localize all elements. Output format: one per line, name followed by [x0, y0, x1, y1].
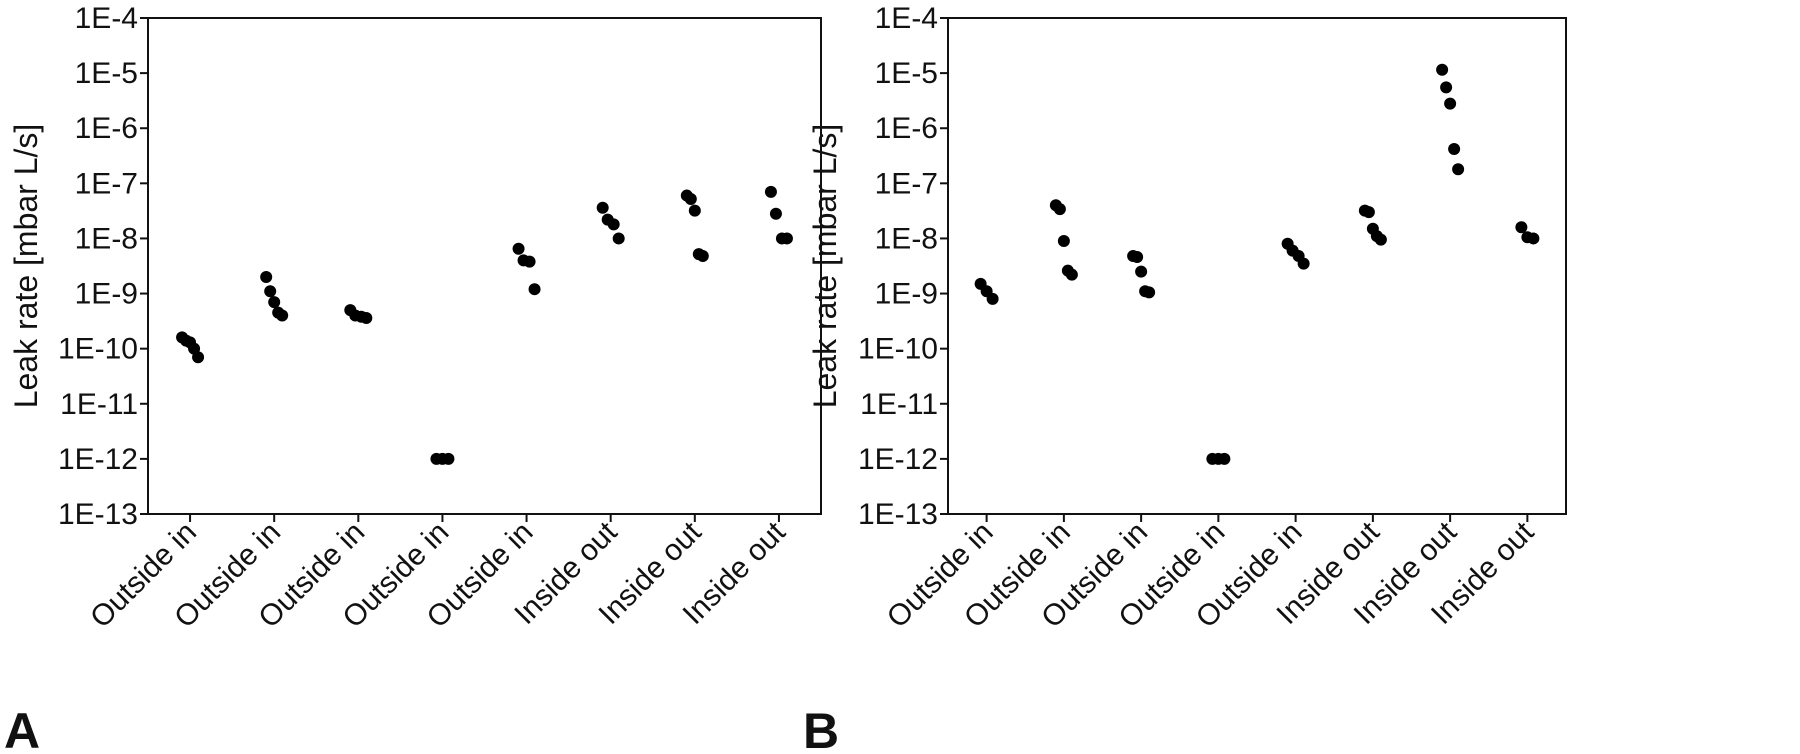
- data-point: [1452, 163, 1465, 176]
- data-point: [688, 204, 701, 217]
- data-point: [192, 351, 205, 364]
- data-point: [1143, 286, 1156, 299]
- y-tick-label: 1E-6: [75, 112, 138, 145]
- data-point: [360, 312, 373, 325]
- y-tick-label: 1E-9: [75, 278, 138, 311]
- data-point: [1135, 265, 1148, 278]
- data-point: [1297, 257, 1310, 270]
- data-point: [780, 232, 793, 245]
- data-point: [268, 296, 281, 309]
- plot-frame: [947, 17, 1567, 515]
- data-point: [1440, 81, 1453, 94]
- data-point: [612, 232, 625, 245]
- data-point: [1053, 203, 1066, 216]
- data-point: [1527, 232, 1540, 245]
- chart-panel-b: 1E-13 1E-12 1E-11 1E-10 1E-9 1E-8 1E-7 1E-6 1E-5…: [803, 2, 1567, 754]
- data-point: [260, 270, 273, 283]
- data-point: [442, 452, 455, 465]
- data-point: [1374, 233, 1387, 246]
- data-point: [528, 283, 541, 296]
- data-point: [523, 255, 536, 268]
- y-tick-label: 1E-9: [875, 278, 938, 311]
- y-tick-label: 1E-12: [58, 443, 138, 476]
- data-point: [1448, 142, 1461, 155]
- data-point: [1218, 452, 1231, 465]
- data-point: [769, 207, 782, 220]
- data-point: [986, 292, 999, 305]
- chart-panel-a: 1E-13 1E-12 1E-11 1E-10 1E-9 1E-8 1E-7 1E-6 1E-5…: [4, 2, 822, 754]
- y-tick-label: 1E-10: [858, 333, 938, 366]
- y-tick-label: 1E-7: [875, 167, 938, 200]
- data-point: [1436, 63, 1449, 76]
- panel-label: B: [803, 703, 839, 754]
- data-point: [607, 218, 620, 231]
- data-point: [1065, 268, 1078, 281]
- data-point: [512, 242, 525, 255]
- data-point: [1057, 234, 1070, 247]
- y-tick-label: 1E-4: [875, 2, 938, 35]
- y-tick-label: 1E-6: [875, 112, 938, 145]
- y-tick-label: 1E-13: [858, 498, 938, 531]
- y-tick-label: 1E-7: [75, 167, 138, 200]
- data-point: [276, 309, 289, 322]
- data-point: [684, 192, 697, 205]
- y-tick-label: 1E-10: [58, 333, 138, 366]
- y-tick-label: 1E-11: [860, 388, 938, 421]
- data-point: [1131, 251, 1144, 264]
- data-point: [764, 185, 777, 198]
- y-tick-label: 1E-5: [75, 57, 138, 90]
- data-point: [596, 201, 609, 214]
- data-point: [696, 250, 709, 263]
- data-point: [264, 285, 277, 298]
- y-tick-label: 1E-12: [858, 443, 938, 476]
- plot-frame: [147, 17, 822, 515]
- y-tick-label: 1E-5: [875, 57, 938, 90]
- data-point: [1362, 206, 1375, 219]
- data-point: [1515, 221, 1528, 234]
- data-point: [1444, 97, 1457, 110]
- y-tick-label: 1E-8: [875, 222, 938, 255]
- y-tick-label: 1E-13: [58, 498, 138, 531]
- y-axis-title: Leak rate [mbar L/s]: [807, 124, 843, 409]
- y-axis-title: Leak rate [mbar L/s]: [8, 124, 44, 409]
- panel-label: A: [4, 703, 40, 754]
- y-tick-label: 1E-11: [60, 388, 138, 421]
- y-tick-label: 1E-4: [75, 2, 138, 35]
- y-tick-label: 1E-8: [75, 222, 138, 255]
